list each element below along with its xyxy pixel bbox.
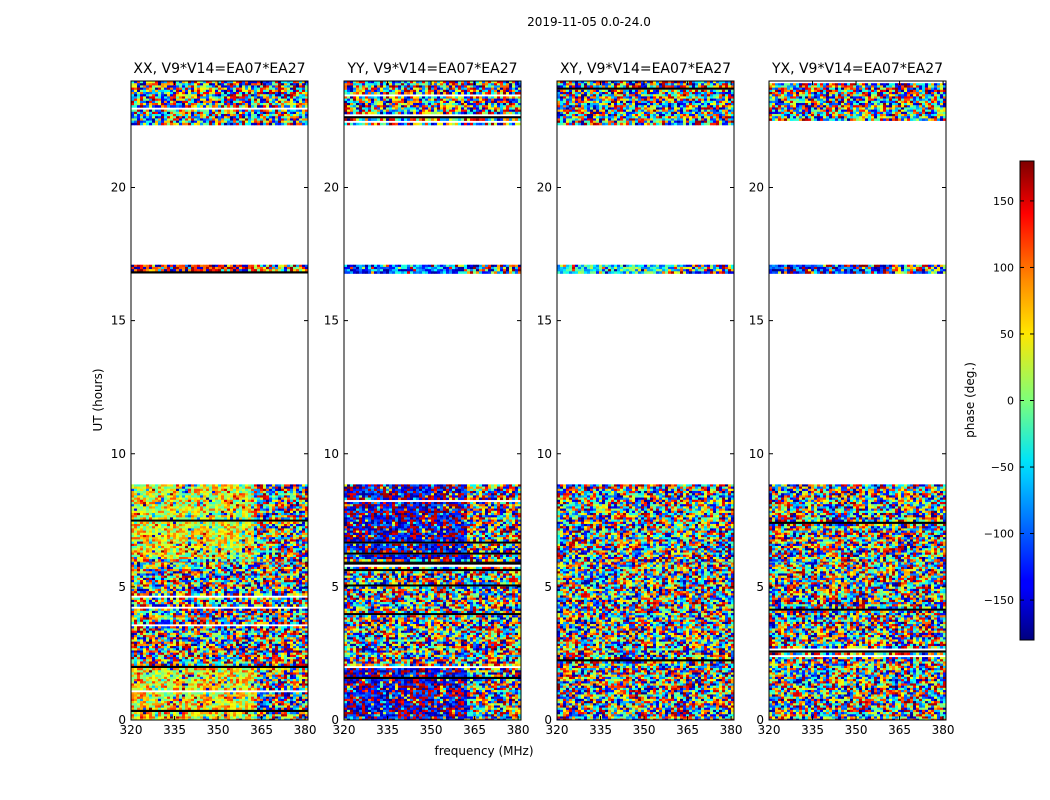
x-tick-label: 380 <box>294 723 317 737</box>
x-tick-label: 380 <box>507 723 530 737</box>
x-tick-label: 350 <box>420 723 443 737</box>
colorbar-ticks: 150 100 50 0 −50 −100 −150 <box>984 195 1034 607</box>
y-tick-label: 20 <box>324 181 339 195</box>
colorbar: 150 100 50 0 −50 −100 −150 phase (deg.) <box>963 160 1035 641</box>
colorbar-tick-label: 100 <box>993 261 1014 274</box>
y-tick-label: 15 <box>111 314 126 328</box>
figure-suptitle: 2019-11-05 0.0-24.0 <box>527 15 651 29</box>
y-tick-label: 5 <box>756 580 764 594</box>
heatmap-cells <box>769 83 946 720</box>
heatmap-cells <box>344 81 521 720</box>
panels-group: XX, V9*V14=EA07*EA27 320 335 350 365 380 0 5 10 1… <box>111 61 955 737</box>
x-tick-label: 365 <box>676 723 699 737</box>
y-tick-label: 10 <box>749 447 764 461</box>
colorbar-tick-label: 50 <box>1000 328 1014 341</box>
x-tick-label: 335 <box>163 723 186 737</box>
colorbar-label: phase (deg.) <box>963 362 977 438</box>
x-tick-label: 380 <box>720 723 743 737</box>
y-tick-label: 10 <box>537 447 552 461</box>
y-tick-label: 5 <box>544 580 552 594</box>
panel-frame <box>556 80 735 721</box>
x-tick-label: 320 <box>546 723 569 737</box>
x-tick-label: 320 <box>758 723 781 737</box>
x-tick-label: 320 <box>333 723 356 737</box>
panel-frame <box>768 80 947 721</box>
y-tick-label: 0 <box>118 713 126 727</box>
y-axis-label: UT (hours) <box>91 368 105 431</box>
y-tick-label: 20 <box>537 181 552 195</box>
panel-2: YY, V9*V14=EA07*EA27 320 335 350 365 380 0 5 10 1… <box>324 61 530 737</box>
x-tick-label: 365 <box>250 723 273 737</box>
y-tick-label: 20 <box>749 181 764 195</box>
x-tick-label: 350 <box>633 723 656 737</box>
x-tick-label: 335 <box>589 723 612 737</box>
y-tick-label: 10 <box>111 447 126 461</box>
colorbar-tick-label: −100 <box>984 528 1014 541</box>
y-tick-label: 15 <box>749 314 764 328</box>
y-tick-label: 0 <box>756 713 764 727</box>
y-tick-label: 15 <box>324 314 339 328</box>
x-tick-label: 365 <box>463 723 486 737</box>
x-tick-label: 350 <box>207 723 230 737</box>
colorbar-tick-label: 150 <box>993 195 1014 208</box>
y-tick-label: 0 <box>331 713 339 727</box>
heatmap-cells <box>557 81 734 720</box>
y-tick-label: 5 <box>331 580 339 594</box>
y-tick-label: 10 <box>324 447 339 461</box>
x-tick-label: 365 <box>888 723 911 737</box>
x-axis-label: frequency (MHz) <box>434 744 533 758</box>
panel-title: XY, V9*V14=EA07*EA27 <box>560 61 731 77</box>
panel-4: YX, V9*V14=EA07*EA27 320 335 350 365 380 0 5 10 1… <box>749 61 955 737</box>
panel-title: YX, V9*V14=EA07*EA27 <box>771 61 943 77</box>
y-tick-label: 20 <box>111 181 126 195</box>
y-tick-label: 15 <box>537 314 552 328</box>
x-tick-label: 380 <box>932 723 955 737</box>
panel-3: XY, V9*V14=EA07*EA27 320 335 350 365 380 0 5 10 1… <box>537 61 743 737</box>
colorbar-tick-label: −150 <box>984 594 1014 607</box>
panel-frame <box>130 80 309 721</box>
panel-1: XX, V9*V14=EA07*EA27 320 335 350 365 380 0 5 10 1… <box>111 61 317 737</box>
x-tick-label: 335 <box>801 723 824 737</box>
panel-title: XX, V9*V14=EA07*EA27 <box>133 61 305 77</box>
y-tick-label: 5 <box>118 580 126 594</box>
y-tick-label: 0 <box>544 713 552 727</box>
x-tick-label: 335 <box>376 723 399 737</box>
panel-title: YY, V9*V14=EA07*EA27 <box>346 61 517 77</box>
heatmap-cells <box>131 81 308 720</box>
panel-frame <box>343 80 522 721</box>
x-tick-label: 350 <box>845 723 868 737</box>
colorbar-tick-label: −50 <box>991 461 1014 474</box>
colorbar-tick-label: 0 <box>1007 395 1014 408</box>
x-tick-label: 320 <box>120 723 143 737</box>
